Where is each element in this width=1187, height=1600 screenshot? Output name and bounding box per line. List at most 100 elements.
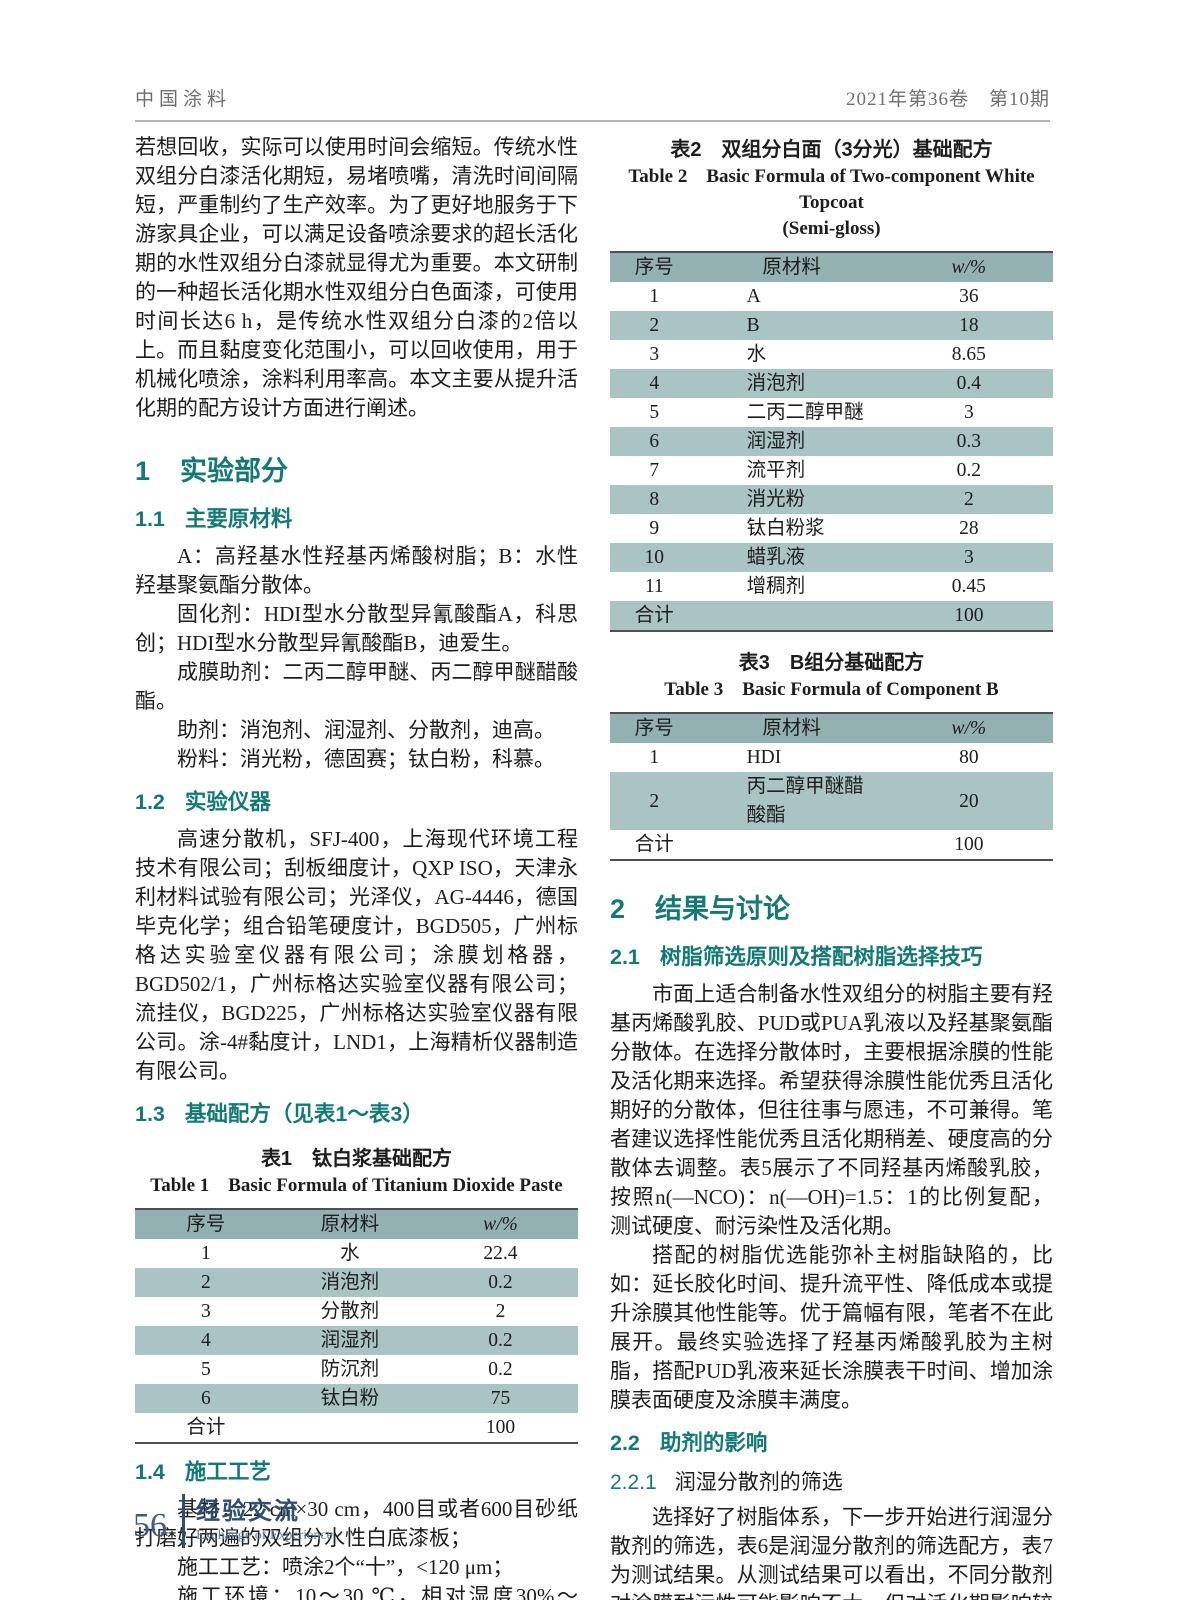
section-heading-2-2-1: 2.2.1 润湿分散剂的筛选 bbox=[610, 1466, 1053, 1496]
table-cell: 75 bbox=[490, 1388, 511, 1409]
section-title: 树脂筛选原则及搭配树脂选择技巧 bbox=[659, 945, 983, 969]
column-right: 表2 双组分白面（3分光）基础配方 Table 2 Basic Formula … bbox=[610, 133, 1053, 1600]
table-row: 合计 100 bbox=[135, 1413, 578, 1443]
table-row: 8 消光粉 2 bbox=[610, 485, 1053, 514]
table-row: 合计 100 bbox=[610, 830, 1053, 860]
table-row: 10 蜡乳液 3 bbox=[610, 543, 1053, 572]
column-header: 序号 bbox=[186, 1214, 226, 1235]
table-cell: 钛白粉浆 bbox=[746, 518, 825, 539]
paragraph: 固化剂：HDI型水分散型异氰酸酯A，科思创；HDI型水分散型异氰酸酯B，迪爱生。 bbox=[135, 602, 578, 655]
table-row: 1 HDI 80 bbox=[610, 743, 1053, 772]
table-cell: 2 bbox=[963, 489, 974, 510]
section-title: 基础配方（见表1～表3） bbox=[184, 1102, 424, 1126]
page-number: 56 bbox=[133, 1507, 167, 1544]
section-heading-2: 2 结果与讨论 bbox=[610, 887, 1053, 926]
column-header: 原材料 bbox=[320, 1214, 380, 1235]
table-cell: 0.2 bbox=[488, 1330, 513, 1351]
table-cell: 0.2 bbox=[956, 460, 981, 481]
paragraph: 搭配的树脂优选能弥补主树脂缺陷的，比如：延长胶化时间、提升流平性、降低成本或提升… bbox=[610, 1243, 1053, 1412]
table-row: 7 流平剂 0.2 bbox=[610, 456, 1053, 485]
table-row: 4 消泡剂 0.4 bbox=[610, 369, 1053, 398]
table-cell: 5 bbox=[201, 1359, 211, 1380]
footer-section-en: Exchange of Experience bbox=[196, 1527, 333, 1543]
table1-caption-zh: 表1 钛白浆基础配方 bbox=[260, 1148, 453, 1170]
table-cell: 0.3 bbox=[956, 431, 981, 452]
table-cell: 消泡剂 bbox=[746, 373, 806, 394]
table-row: 2 B 18 bbox=[610, 311, 1053, 340]
journal-name: 中国涂料 bbox=[135, 89, 232, 110]
table2-caption-zh: 表2 双组分白面（3分光）基础配方 bbox=[670, 139, 993, 161]
table-cell: 消光粉 bbox=[746, 489, 806, 510]
section-heading-1-2: 1.2 实验仪器 bbox=[135, 785, 578, 816]
table-row: 5 二丙二醇甲醚 3 bbox=[610, 398, 1053, 427]
table-row: 5 防沉剂 0.2 bbox=[135, 1355, 578, 1384]
paragraph: 施工工艺：喷涂2个“十”，<120 μm； bbox=[177, 1555, 514, 1579]
table-cell: 80 bbox=[959, 747, 979, 768]
table2-caption-en: Table 2 Basic Formula of Two-component W… bbox=[628, 166, 1035, 213]
table-row: 合计 100 bbox=[610, 601, 1053, 631]
paragraph: 成膜助剂：二丙二醇甲醚、丙二醇甲醚醋酸酯。 bbox=[135, 660, 578, 713]
table-cell: 9 bbox=[649, 518, 660, 539]
table-cell: 4 bbox=[201, 1330, 211, 1351]
table-cell: 水 bbox=[340, 1243, 360, 1264]
footer-section-zh: 经验交流 bbox=[196, 1497, 300, 1525]
table-cell bbox=[699, 830, 885, 860]
section-number: 1.3 bbox=[135, 1102, 165, 1126]
table-1: 序号 原材料 w/% 1 水 22.4 2 消泡剂 0.2 3 分散剂 2 4 润湿剂 0.2 5 防沉剂 0.2… bbox=[135, 1208, 578, 1444]
table-row: 4 润湿剂 0.2 bbox=[135, 1326, 578, 1355]
footer-section-labels: 经验交流 Exchange of Experience bbox=[196, 1498, 333, 1545]
table3-caption-en: Table 3 Basic Formula of Component B bbox=[664, 679, 999, 700]
paragraph: 市面上适合制备水性双组分的树脂主要有羟基丙烯酸乳胶、PUD或PUA乳液以及羟基聚… bbox=[610, 982, 1053, 1238]
table-cell: 丙二醇甲醚醋酸酯 bbox=[746, 776, 864, 826]
table-row: 1 水 22.4 bbox=[135, 1239, 578, 1268]
table-cell: 2 bbox=[649, 315, 660, 336]
paragraph: 施工环境：10～30 ℃，相对湿度30%～60%。 bbox=[177, 1584, 578, 1600]
table-row: 2 丙二醇甲醚醋酸酯 20 bbox=[610, 772, 1053, 830]
table1-caption-en: Table 1 Basic Formula of Titanium Dioxid… bbox=[150, 1175, 563, 1196]
section-heading-2-1: 2.1 树脂筛选原则及搭配树脂选择技巧 bbox=[610, 940, 1053, 971]
section-number: 1 bbox=[135, 456, 151, 486]
table-header-row: 序号 原材料 w/% bbox=[610, 252, 1053, 282]
table-cell: 0.2 bbox=[488, 1272, 513, 1293]
section-title: 主要原材料 bbox=[184, 507, 293, 531]
section-heading-1-3: 1.3 基础配方（见表1～表3） bbox=[135, 1097, 578, 1128]
section-heading-2-2: 2.2 助剂的影响 bbox=[610, 1426, 1053, 1457]
table-row: 3 分散剂 2 bbox=[135, 1297, 578, 1326]
table-cell: 防沉剂 bbox=[320, 1359, 380, 1380]
table3-caption-zh: 表3 B组分基础配方 bbox=[738, 652, 925, 674]
table-cell: 3 bbox=[201, 1301, 211, 1322]
table-cell: 6 bbox=[201, 1388, 211, 1409]
column-header: 原材料 bbox=[762, 257, 821, 278]
page-footer: 56 经验交流 Exchange of Experience bbox=[133, 1494, 333, 1548]
table-cell: 20 bbox=[959, 790, 979, 812]
table-cell: 3 bbox=[963, 402, 974, 423]
column-left: 若想回收，实际可以使用时间会缩短。传统水性双组分白漆活化期短，易堵喷嘴，清洗时间… bbox=[135, 133, 578, 1600]
table-cell: 4 bbox=[649, 373, 660, 394]
column-header: 序号 bbox=[634, 718, 674, 739]
table-cell: 1 bbox=[649, 286, 660, 307]
table-cell: 11 bbox=[644, 576, 664, 597]
table-cell: 22.4 bbox=[483, 1243, 518, 1264]
section-title: 实验部分 bbox=[180, 456, 289, 486]
table-cell: HDI bbox=[746, 747, 782, 768]
table-cell: 8 bbox=[649, 489, 660, 510]
table-row: 6 钛白粉 75 bbox=[135, 1384, 578, 1413]
paragraph: A：高羟基水性羟基丙烯酸树脂；B：水性羟基聚氨酯分散体。 bbox=[135, 544, 578, 597]
issue-info: 2021年第36卷 第10期 bbox=[845, 89, 1050, 110]
section-title: 施工工艺 bbox=[184, 1460, 271, 1484]
table-cell: 1 bbox=[649, 747, 660, 768]
table-cell: 合计 bbox=[634, 834, 674, 855]
table-cell: 10 bbox=[644, 547, 665, 568]
paragraph: 助剂：消泡剂、润湿剂、分散剂，迪高。 bbox=[177, 718, 555, 742]
column-header: w/% bbox=[951, 718, 987, 739]
table-row: 9 钛白粉浆 28 bbox=[610, 514, 1053, 543]
table-cell bbox=[699, 601, 885, 631]
section-title: 助剂的影响 bbox=[659, 1431, 768, 1455]
table-cell: 0.45 bbox=[951, 576, 986, 597]
two-column-body: 若想回收，实际可以使用时间会缩短。传统水性双组分白漆活化期短，易堵喷嘴，清洗时间… bbox=[135, 133, 1053, 1600]
table-cell: 二丙二醇甲醚 bbox=[746, 402, 864, 423]
table-cell: 100 bbox=[954, 834, 984, 855]
column-header: 原材料 bbox=[762, 718, 821, 739]
table-row: 1 A 36 bbox=[610, 282, 1053, 311]
